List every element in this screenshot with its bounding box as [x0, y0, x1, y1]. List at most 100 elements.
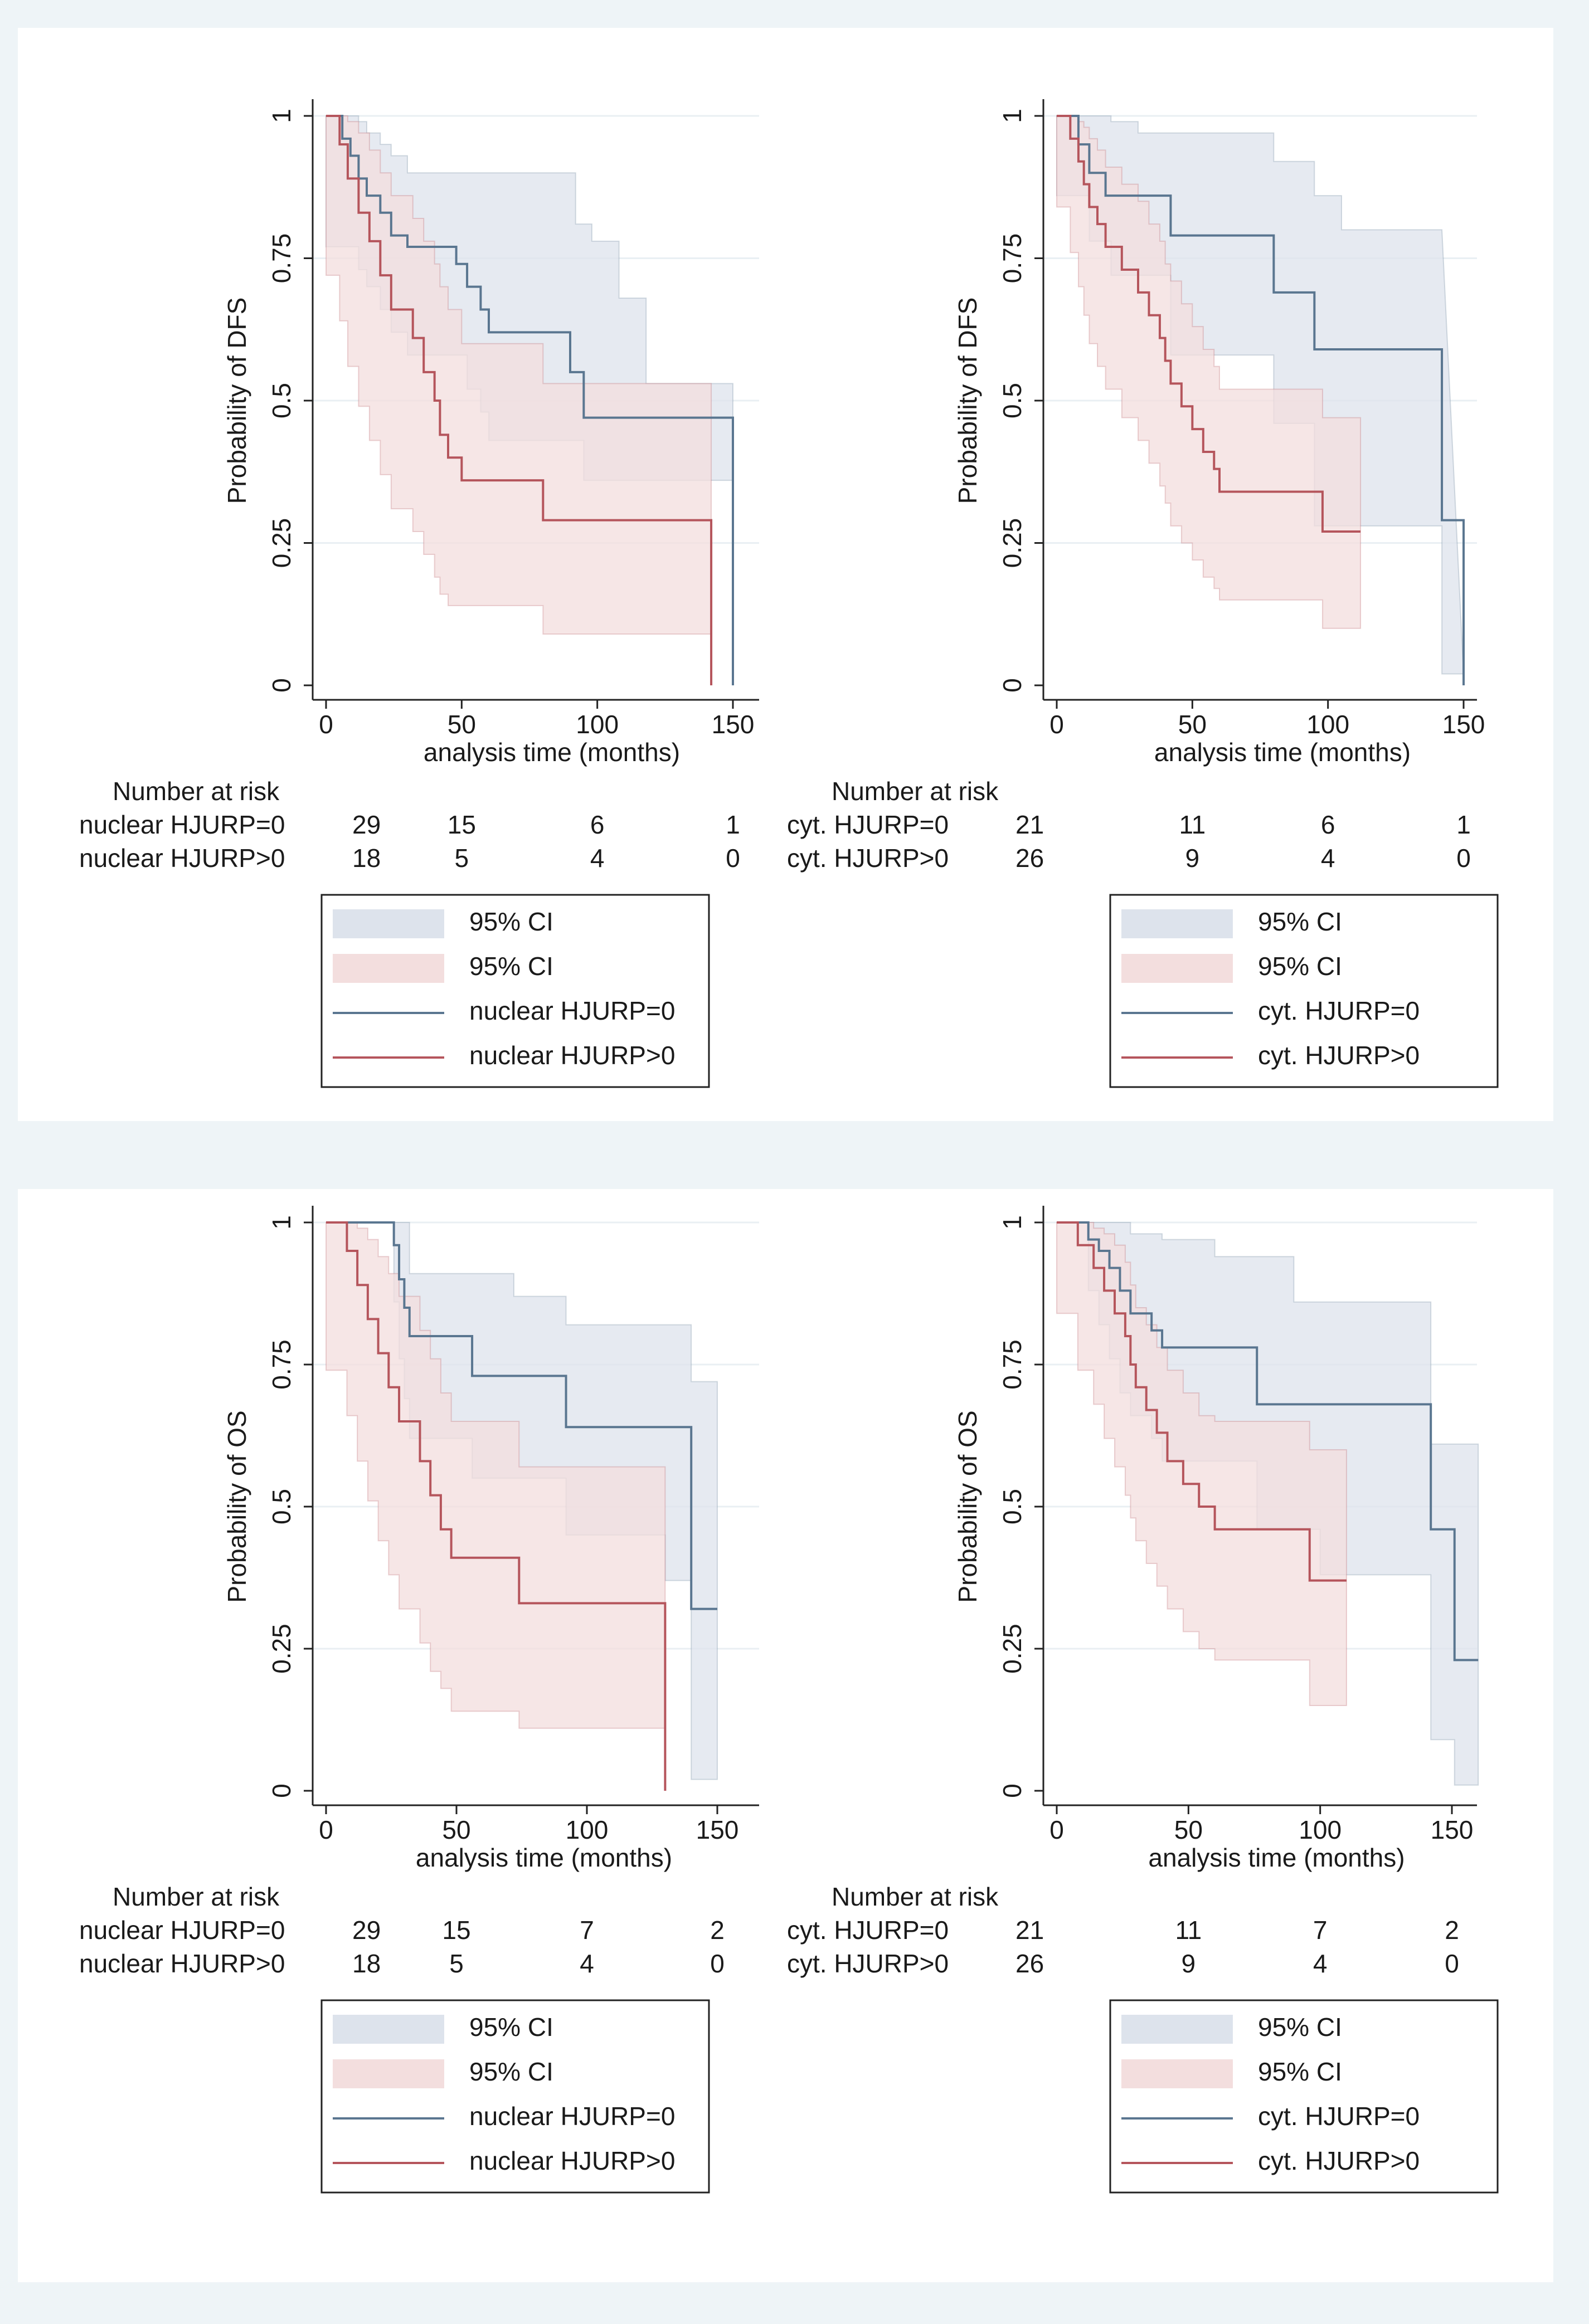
y-tick-label: 0.25	[998, 1624, 1027, 1674]
risk-table-value: 11	[1175, 1916, 1202, 1945]
y-tick-label: 0.25	[267, 1624, 296, 1674]
y-axis-title: Probability of DFS	[222, 298, 251, 504]
x-tick-label: 150	[712, 710, 755, 739]
panel-bottom: 0 0.25 0.5 0.75 1 0 50 100 150 Probability of OS a…	[18, 1189, 1553, 2282]
risk-table-value: 29	[352, 1916, 381, 1945]
legend-label: 95% CI	[1258, 952, 1342, 981]
risk-table-value: 15	[442, 1916, 470, 1945]
legend-label: 95% CI	[469, 907, 553, 936]
risk-table-value: 4	[1321, 844, 1335, 873]
y-tick-label: 0.75	[267, 233, 296, 284]
x-tick-label: 150	[696, 1815, 739, 1844]
legend-label: nuclear HJURP=0	[469, 2102, 675, 2131]
x-axis-title: analysis time (months)	[416, 1843, 672, 1872]
chart-dfs-cyt: 0 0.25 0.5 0.75 1 0 50 100 150 Probability of DFS…	[787, 99, 1499, 1088]
risk-table-value: 6	[1321, 810, 1335, 839]
risk-table-value: 7	[580, 1916, 594, 1945]
legend-ci-swatch	[333, 909, 444, 938]
ci-band-nuclear HJURP>0	[325, 1222, 666, 1729]
risk-table-value: 0	[710, 1949, 725, 1978]
risk-table-row-label: nuclear HJURP>0	[79, 844, 285, 873]
legend-label: 95% CI	[1258, 2013, 1342, 2042]
risk-table-row-label: nuclear HJURP=0	[79, 1916, 285, 1945]
legend-label: 95% CI	[1258, 907, 1342, 936]
y-tick-label: 0.5	[998, 1489, 1027, 1524]
risk-table-value: 21	[1015, 1916, 1044, 1945]
survival-line-cyt. HJURP=0	[1057, 1221, 1479, 1662]
x-tick-label: 50	[1174, 1815, 1203, 1844]
legend-label: nuclear HJURP>0	[469, 1041, 675, 1070]
x-tick-label: 50	[448, 710, 476, 739]
risk-table-row-label: cyt. HJURP>0	[787, 844, 949, 873]
x-tick-label: 50	[442, 1815, 470, 1844]
risk-table-value: 26	[1015, 844, 1044, 873]
x-tick-label: 150	[1442, 710, 1485, 739]
risk-table-title: Number at risk	[832, 1882, 999, 1911]
legend-ci-swatch	[333, 2015, 444, 2044]
y-tick-label: 0.5	[267, 1489, 296, 1524]
y-axis-title: Probability of DFS	[953, 298, 982, 504]
x-tick-label: 0	[1049, 710, 1064, 739]
y-tick-label: 0.25	[998, 518, 1027, 568]
y-tick-label: 0.75	[998, 233, 1027, 284]
legend-ci-swatch	[1121, 954, 1233, 983]
risk-table-value: 1	[726, 810, 740, 839]
risk-table-value: 0	[726, 844, 740, 873]
risk-table-value: 9	[1182, 1949, 1196, 1978]
y-tick-label: 1	[998, 109, 1027, 123]
legend-label: 95% CI	[469, 2057, 553, 2086]
survival-line-nuclear HJURP=0	[326, 115, 734, 685]
legend-label: 95% CI	[1258, 2057, 1342, 2086]
risk-table-value: 4	[590, 844, 605, 873]
chart-os-cyt: 0 0.25 0.5 0.75 1 0 50 100 150 Probability of OS a…	[787, 1206, 1499, 2194]
x-axis-title: analysis time (months)	[1148, 1843, 1405, 1872]
legend-label: nuclear HJURP=0	[469, 996, 675, 1025]
ci-band-cyt. HJURP>0	[1056, 1222, 1347, 1706]
x-tick-label: 100	[1306, 710, 1349, 739]
x-tick-label: 0	[1049, 1815, 1064, 1844]
x-axis-title: analysis time (months)	[424, 738, 680, 767]
y-tick-label: 1	[267, 1215, 296, 1230]
y-tick-label: 0.75	[267, 1339, 296, 1390]
x-tick-label: 0	[319, 1815, 333, 1844]
legend-label: cyt. HJURP>0	[1258, 1041, 1420, 1070]
y-tick-label: 0	[267, 1784, 296, 1798]
legend-ci-swatch	[1121, 2015, 1233, 2044]
y-tick-label: 0.25	[267, 518, 296, 568]
legend-label: cyt. HJURP=0	[1258, 996, 1420, 1025]
y-tick-label: 0	[267, 678, 296, 693]
x-tick-label: 50	[1178, 710, 1207, 739]
y-tick-label: 0.5	[998, 383, 1027, 418]
y-tick-label: 0.75	[998, 1339, 1027, 1390]
y-tick-label: 0.5	[267, 383, 296, 418]
survival-line-cyt. HJURP>0	[1057, 115, 1361, 533]
risk-table-value: 4	[580, 1949, 594, 1978]
risk-table-title: Number at risk	[113, 777, 280, 806]
legend-label: cyt. HJURP=0	[1258, 2102, 1420, 2131]
risk-table-title: Number at risk	[832, 777, 999, 806]
survival-line-nuclear HJURP>0	[326, 115, 713, 685]
ci-band-nuclear HJURP>0	[325, 115, 712, 635]
risk-table-value: 4	[1313, 1949, 1328, 1978]
y-axis-title: Probability of OS	[222, 1410, 251, 1602]
risk-table-value: 29	[352, 810, 381, 839]
risk-table-value: 18	[352, 1949, 381, 1978]
ci-band-cyt. HJURP>0	[1056, 115, 1362, 629]
survival-line-nuclear HJURP>0	[326, 1221, 667, 1791]
x-axis-title: analysis time (months)	[1154, 738, 1411, 767]
x-tick-label: 100	[1299, 1815, 1342, 1844]
survival-line-nuclear HJURP=0	[326, 1221, 717, 1610]
legend-ci-swatch	[333, 954, 444, 983]
risk-table-value: 7	[1313, 1916, 1328, 1945]
x-tick-label: 150	[1431, 1815, 1474, 1844]
risk-table-title: Number at risk	[113, 1882, 280, 1911]
risk-table-value: 2	[1445, 1916, 1459, 1945]
legend-label: 95% CI	[469, 2013, 553, 2042]
risk-table-row-label: nuclear HJURP>0	[79, 1949, 285, 1978]
risk-table-value: 9	[1185, 844, 1200, 873]
legend-label: cyt. HJURP>0	[1258, 2146, 1420, 2175]
risk-table-value: 5	[455, 844, 469, 873]
panel-top: 0 0.25 0.5 0.75 1 0 50 100 150 Probability of DFS…	[18, 28, 1553, 1121]
